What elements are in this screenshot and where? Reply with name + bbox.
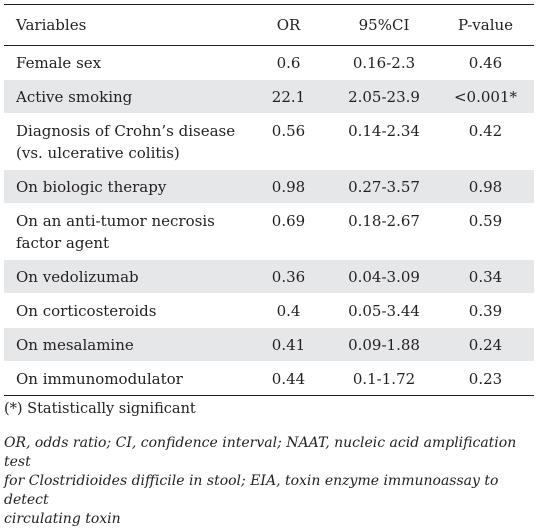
cell-variable: On an anti-tumor necrosis factor agent — [4, 203, 246, 260]
table-row: On mesalamine 0.41 0.09-1.88 0.24 — [4, 327, 534, 362]
cell-or: 0.69 — [246, 203, 331, 260]
p-value: 0.98 — [468, 178, 503, 196]
or-value: 0.6 — [276, 54, 301, 72]
table-row: Active smoking 22.1 2.05-23.9 <0.001* — [4, 79, 534, 114]
ci-value: 0.16-2.3 — [352, 54, 416, 72]
significance-footnote: (*) Statistically significant — [4, 401, 196, 417]
or-value: 0.98 — [271, 178, 306, 196]
ci-value: 0.04-3.09 — [348, 268, 420, 286]
ci-value: 0.09-1.88 — [348, 336, 420, 354]
cell-or: 0.36 — [246, 259, 331, 294]
table-row: On an anti-tumor necrosis factor agent 0.… — [4, 203, 534, 260]
cell-variable: On vedolizumab — [4, 259, 246, 294]
ci-value: 0.18-2.67 — [348, 212, 420, 230]
cell-or: 22.1 — [246, 79, 331, 114]
header-95ci: 95%CI — [331, 4, 437, 46]
results-table: Variables OR 95%CI P-value Female sex 0.… — [4, 4, 534, 396]
abbreviations-footnote: OR, odds ratio; CI, confidence interval;… — [4, 434, 532, 529]
or-value: 0.69 — [271, 212, 306, 230]
variable-line: Active smoking — [16, 88, 133, 106]
cell-variable: Active smoking — [4, 79, 246, 114]
or-value: 0.41 — [271, 336, 306, 354]
cell-ci: 0.14-2.34 — [331, 113, 437, 170]
cell-p: 0.42 — [437, 113, 534, 170]
cell-variable: On biologic therapy — [4, 169, 246, 204]
variable-line: On an anti-tumor necrosis — [16, 212, 215, 230]
variable-line: On mesalamine — [16, 336, 134, 354]
cell-variable: On mesalamine — [4, 327, 246, 362]
cell-or: 0.41 — [246, 327, 331, 362]
header-p-value: P-value — [437, 4, 534, 46]
cell-or: 0.6 — [246, 45, 331, 80]
ci-value: 2.05-23.9 — [348, 88, 420, 106]
document-page: Variables OR 95%CI P-value Female sex 0.… — [4, 4, 534, 527]
p-value: 0.23 — [468, 370, 503, 388]
cell-variable: Diagnosis of Crohn’s disease (vs. ulcerat… — [4, 113, 246, 170]
table-row: Female sex 0.6 0.16-2.3 0.46 — [4, 45, 534, 80]
or-value: 0.44 — [271, 370, 306, 388]
p-value: <0.001* — [453, 88, 517, 106]
abbreviation-line: OR, odds ratio; CI, confidence interval;… — [4, 435, 517, 470]
p-value: 0.42 — [468, 122, 503, 140]
variable-line: On biologic therapy — [16, 178, 167, 196]
p-value: 0.34 — [468, 268, 503, 286]
table-row: On vedolizumab 0.36 0.04-3.09 0.34 — [4, 259, 534, 294]
abbreviation-line: for Clostridioides difficile in stool; E… — [4, 473, 499, 508]
cell-ci: 0.09-1.88 — [331, 327, 437, 362]
ci-value: 0.14-2.34 — [348, 122, 420, 140]
table-row: Diagnosis of Crohn’s disease (vs. ulcerat… — [4, 113, 534, 170]
variable-line: On corticosteroids — [16, 302, 157, 320]
variable-line: On immunomodulator — [16, 370, 183, 388]
ci-value: 0.1-1.72 — [352, 370, 416, 388]
variable-line: (vs. ulcerative colitis) — [16, 144, 180, 162]
table-row: On biologic therapy 0.98 0.27-3.57 0.98 — [4, 169, 534, 204]
table-header: Variables OR 95%CI P-value — [4, 4, 534, 46]
cell-p: 0.24 — [437, 327, 534, 362]
variable-line: factor agent — [16, 234, 110, 252]
cell-ci: 0.18-2.67 — [331, 203, 437, 260]
cell-or: 0.44 — [246, 361, 331, 396]
variable-line: Diagnosis of Crohn’s disease — [16, 122, 236, 140]
table-row: On immunomodulator 0.44 0.1-1.72 0.23 — [4, 361, 534, 396]
cell-p: 0.59 — [437, 203, 534, 260]
cell-variable: Female sex — [4, 45, 246, 80]
cell-or: 0.56 — [246, 113, 331, 170]
cell-ci: 0.16-2.3 — [331, 45, 437, 80]
cell-ci: 0.04-3.09 — [331, 259, 437, 294]
cell-p: 0.23 — [437, 361, 534, 396]
p-value: 0.46 — [468, 54, 503, 72]
cell-variable: On immunomodulator — [4, 361, 246, 396]
cell-variable: On corticosteroids — [4, 293, 246, 328]
abbreviation-line: circulating toxin — [4, 511, 121, 527]
header-or: OR — [246, 4, 331, 46]
header-row: Variables OR 95%CI P-value — [4, 4, 534, 46]
variable-line: Female sex — [16, 54, 102, 72]
variable-line: On vedolizumab — [16, 268, 139, 286]
header-variables: Variables — [4, 4, 246, 46]
cell-or: 0.4 — [246, 293, 331, 328]
cell-p: 0.34 — [437, 259, 534, 294]
cell-p: 0.46 — [437, 45, 534, 80]
ci-value: 0.05-3.44 — [348, 302, 420, 320]
cell-ci: 0.05-3.44 — [331, 293, 437, 328]
cell-p: <0.001* — [437, 79, 534, 114]
cell-or: 0.98 — [246, 169, 331, 204]
table-row: On corticosteroids 0.4 0.05-3.44 0.39 — [4, 293, 534, 328]
or-value: 0.4 — [276, 302, 301, 320]
p-value: 0.39 — [468, 302, 503, 320]
table-body: Female sex 0.6 0.16-2.3 0.46 Active smok… — [4, 45, 534, 396]
p-value: 0.59 — [468, 212, 503, 230]
cell-ci: 2.05-23.9 — [331, 79, 437, 114]
or-value: 22.1 — [271, 88, 306, 106]
or-value: 0.36 — [271, 268, 306, 286]
ci-value: 0.27-3.57 — [348, 178, 420, 196]
cell-ci: 0.1-1.72 — [331, 361, 437, 396]
cell-ci: 0.27-3.57 — [331, 169, 437, 204]
cell-p: 0.39 — [437, 293, 534, 328]
p-value: 0.24 — [468, 336, 503, 354]
cell-p: 0.98 — [437, 169, 534, 204]
or-value: 0.56 — [271, 122, 306, 140]
